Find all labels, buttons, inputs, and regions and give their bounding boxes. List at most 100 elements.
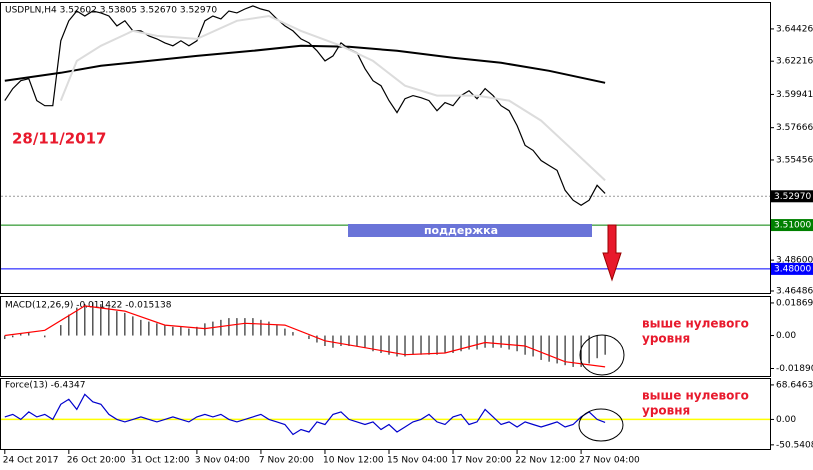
macd-bar [588, 335, 590, 364]
macd-bar [420, 335, 422, 355]
macd-bar [204, 323, 206, 336]
macd-bar [468, 335, 470, 350]
macd-bar [76, 307, 78, 336]
macd-bar [460, 335, 462, 352]
macd-bar [540, 335, 542, 360]
macd-bar [316, 335, 318, 343]
macd-bar [396, 335, 398, 357]
price-title: USDPLN,H4 3.52602 3.53805 3.52670 3.5297… [5, 6, 217, 16]
support-box: поддержка [348, 224, 592, 237]
y-tick-label: 3.46486 [776, 287, 813, 297]
macd-title: MACD(12,26,9) -0.011422 -0.015138 [5, 301, 172, 311]
last-price-tag [771, 190, 813, 203]
macd-bar [116, 311, 118, 336]
x-tick-label: 26 Oct 20:00 [67, 456, 126, 466]
macd-bar [44, 335, 46, 338]
macd-bar [4, 335, 6, 340]
support-label: поддержка [424, 224, 498, 237]
macd-bar [556, 335, 558, 364]
macd-bar [444, 335, 446, 353]
macd-bar [364, 335, 366, 348]
x-tick-label: 7 Nov 20:00 [259, 456, 314, 466]
macd-bar [564, 335, 566, 366]
x-tick-label: 27 Nov 04:00 [579, 456, 640, 466]
y-tick-label: 3.55456 [776, 155, 813, 165]
macd-bar [172, 326, 174, 336]
macd-bar [12, 335, 14, 338]
macd-bar [196, 326, 198, 336]
macd-bar [388, 335, 390, 355]
force-pane [0, 378, 771, 450]
x-tick-label: 15 Nov 04:00 [387, 456, 448, 466]
macd-bar [284, 328, 286, 336]
macd-bar [372, 335, 374, 352]
macd-bar [404, 335, 406, 357]
macd-bar [452, 335, 454, 353]
macd-pane [0, 296, 771, 377]
macd-bar [492, 335, 494, 348]
macd-bar [68, 314, 70, 336]
y-tick-label: 3.57666 [776, 123, 813, 133]
macd-annotation: уровня [642, 332, 690, 346]
macd-bar [28, 332, 30, 336]
macd-bar [252, 318, 254, 336]
macd-bar [84, 304, 86, 336]
force-ellipse [578, 408, 624, 442]
macd-bar [220, 319, 222, 336]
y-tick-label: -50.5408 [776, 440, 813, 450]
date-annotation: 28/11/2017 [12, 130, 106, 148]
y-tick-label: 0.00 [776, 415, 796, 425]
macd-bar [348, 335, 350, 347]
macd-bar [508, 335, 510, 350]
y-tick-label: 3.48600 [776, 256, 813, 266]
macd-bar [92, 302, 94, 336]
macd-bar [604, 335, 606, 355]
macd-bar [500, 335, 502, 348]
macd-bar [60, 325, 62, 336]
macd-bar [268, 321, 270, 336]
macd-bar [340, 335, 342, 347]
force-annotation: выше нулевого [642, 389, 749, 403]
macd-bar [412, 335, 414, 355]
down-arrow [602, 224, 622, 282]
macd-bar [516, 335, 518, 352]
macd-bar [180, 326, 182, 336]
macd-bar [244, 318, 246, 336]
level-label: 3.51000 [774, 221, 811, 231]
price-pane [0, 2, 771, 294]
macd-ellipse [579, 334, 625, 376]
force-title: Force(13) -6.4347 [5, 381, 85, 391]
series-line [59, 14, 606, 182]
x-tick-label: 17 Nov 20:00 [451, 456, 512, 466]
y-tick-label: 0.018695 [776, 298, 813, 308]
macd-bar [140, 319, 142, 336]
macd-bar [596, 335, 598, 359]
force-annotation: уровня [642, 404, 690, 418]
x-tick-label: 3 Nov 04:00 [195, 456, 250, 466]
macd-bar [236, 318, 238, 336]
series-line [4, 44, 606, 84]
x-tick-label: 22 Nov 12:00 [515, 456, 576, 466]
macd-bar [484, 335, 486, 348]
macd-bar [356, 335, 358, 347]
macd-bar [164, 325, 166, 336]
macd-bar [436, 335, 438, 355]
y-tick-label: 3.59941 [776, 90, 813, 100]
macd-bar [156, 323, 158, 336]
series-line [4, 393, 606, 436]
y-tick-label: 68.6463 [776, 380, 813, 390]
x-tick-label: 10 Nov 12:00 [323, 456, 384, 466]
macd-bar [276, 325, 278, 336]
level-tag [771, 219, 813, 232]
macd-bar [580, 335, 582, 367]
support-rect [348, 224, 592, 237]
x-tick-label: 31 Oct 12:00 [131, 456, 190, 466]
macd-bar [228, 318, 230, 336]
y-tick-label: 3.64426 [776, 24, 813, 34]
macd-bar [428, 335, 430, 355]
macd-bar [532, 335, 534, 357]
macd-bar [548, 335, 550, 362]
macd-annotation: выше нулевого [642, 317, 749, 331]
macd-bar [188, 328, 190, 336]
